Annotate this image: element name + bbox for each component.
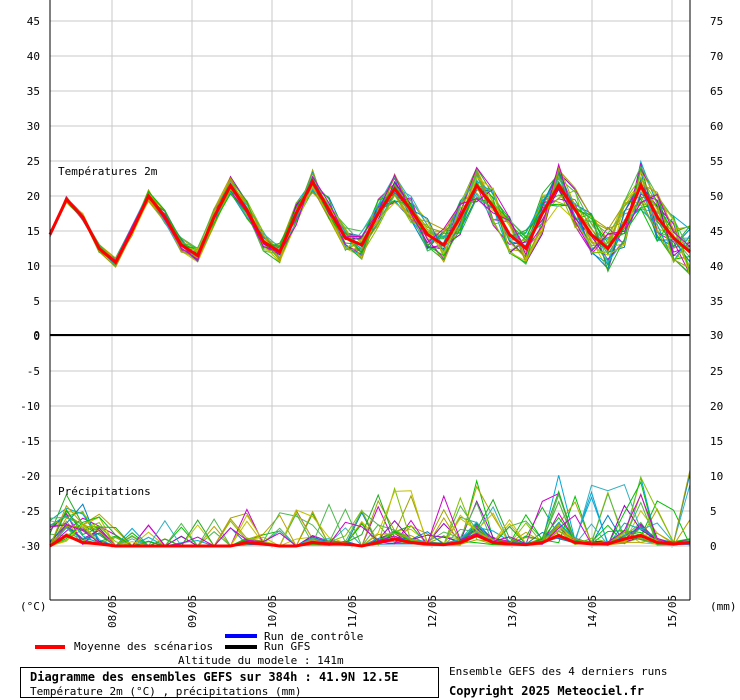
chart-subtitle: Température 2m (°C) , précipitations (mm… xyxy=(30,685,302,698)
temp-left-tick: 20 xyxy=(27,190,40,203)
right-unit-label: (mm) xyxy=(710,600,737,613)
precip-left-tick: 0 xyxy=(33,329,40,342)
precip-right-tick: 15 xyxy=(710,435,723,448)
temp-left-tick: 10 xyxy=(27,260,40,273)
x-tick-label: 08/05 xyxy=(106,595,119,628)
temp-left-tick: 15 xyxy=(27,225,40,238)
mean-precip-line xyxy=(49,533,691,548)
precip-left-tick: -10 xyxy=(20,400,40,413)
precip-right-tick: 0 xyxy=(710,540,717,553)
temp-left-tick: 5 xyxy=(33,295,40,308)
temp-right-tick: 45 xyxy=(710,225,723,238)
x-tick-label: 10/05 xyxy=(266,595,279,628)
chart-title: Diagramme des ensembles GEFS sur 384h : … xyxy=(30,670,399,684)
member-temperature-line xyxy=(49,168,691,262)
axes xyxy=(49,0,691,601)
gfs-legend-swatch xyxy=(225,645,257,649)
grid xyxy=(50,0,690,548)
mean-temperature-line xyxy=(48,178,691,265)
left-unit-label: (°C) xyxy=(20,600,47,613)
temp-left-tick: 45 xyxy=(27,15,40,28)
precip-right-tick: 20 xyxy=(710,400,723,413)
precip-left-tick: -30 xyxy=(20,540,40,553)
precip-right-tick: 30 xyxy=(710,329,723,342)
gfs-legend-label: Run GFS xyxy=(264,640,311,653)
precip-right-tick: 25 xyxy=(710,365,723,378)
temp-right-tick: 65 xyxy=(710,85,723,98)
temp-left-tick: 0 xyxy=(33,330,40,343)
temp-right-tick: 40 xyxy=(710,260,723,273)
temp-right-tick: 60 xyxy=(710,120,723,133)
member-temperature-line xyxy=(49,162,691,262)
precip-right-tick: 10 xyxy=(710,470,723,483)
mean-legend-label: Moyenne des scénarios xyxy=(74,640,214,653)
mean-series xyxy=(48,178,691,548)
temp-left-tick: 35 xyxy=(27,85,40,98)
x-tick-label: 14/05 xyxy=(586,595,599,628)
temp-left-tick: 25 xyxy=(27,155,40,168)
temperature-panel-label: Températures 2m xyxy=(58,165,158,178)
temp-right-tick: 70 xyxy=(710,50,723,63)
precip-left-tick: -15 xyxy=(20,435,40,448)
ensemble-note: Ensemble GEFS des 4 derniers runs xyxy=(449,665,668,678)
x-tick-label: 09/05 xyxy=(186,595,199,628)
temp-left-tick: 40 xyxy=(27,50,40,63)
precip-left-tick: -25 xyxy=(20,505,40,518)
copyright: Copyright 2025 Meteociel.fr xyxy=(449,684,645,698)
member-temperature-line xyxy=(49,168,691,269)
precipitation-panel-label: Précipitations xyxy=(58,485,151,498)
temp-left-tick: 30 xyxy=(27,120,40,133)
x-tick-label: 11/05 xyxy=(346,595,359,628)
temp-right-tick: 35 xyxy=(710,295,723,308)
precip-right-tick: 5 xyxy=(710,505,717,518)
x-tick-label: 12/05 xyxy=(426,595,439,628)
control-legend-label: Run de contrôle xyxy=(264,630,364,643)
temp-right-tick: 50 xyxy=(710,190,723,203)
control-legend-swatch xyxy=(225,634,257,638)
member-temperature-line xyxy=(49,165,691,266)
x-tick-label: 15/05 xyxy=(666,595,679,628)
x-tick-label: 13/05 xyxy=(506,595,519,628)
title-box: Diagramme des ensembles GEFS sur 384h : … xyxy=(20,667,439,698)
temp-right-tick: 55 xyxy=(710,155,723,168)
temp-right-tick: 75 xyxy=(710,15,723,28)
precip-left-tick: -5 xyxy=(27,365,40,378)
altitude-label: Altitude du modele : 141m xyxy=(178,654,344,667)
precip-left-tick: -20 xyxy=(20,470,40,483)
mean-legend-swatch xyxy=(35,645,65,649)
